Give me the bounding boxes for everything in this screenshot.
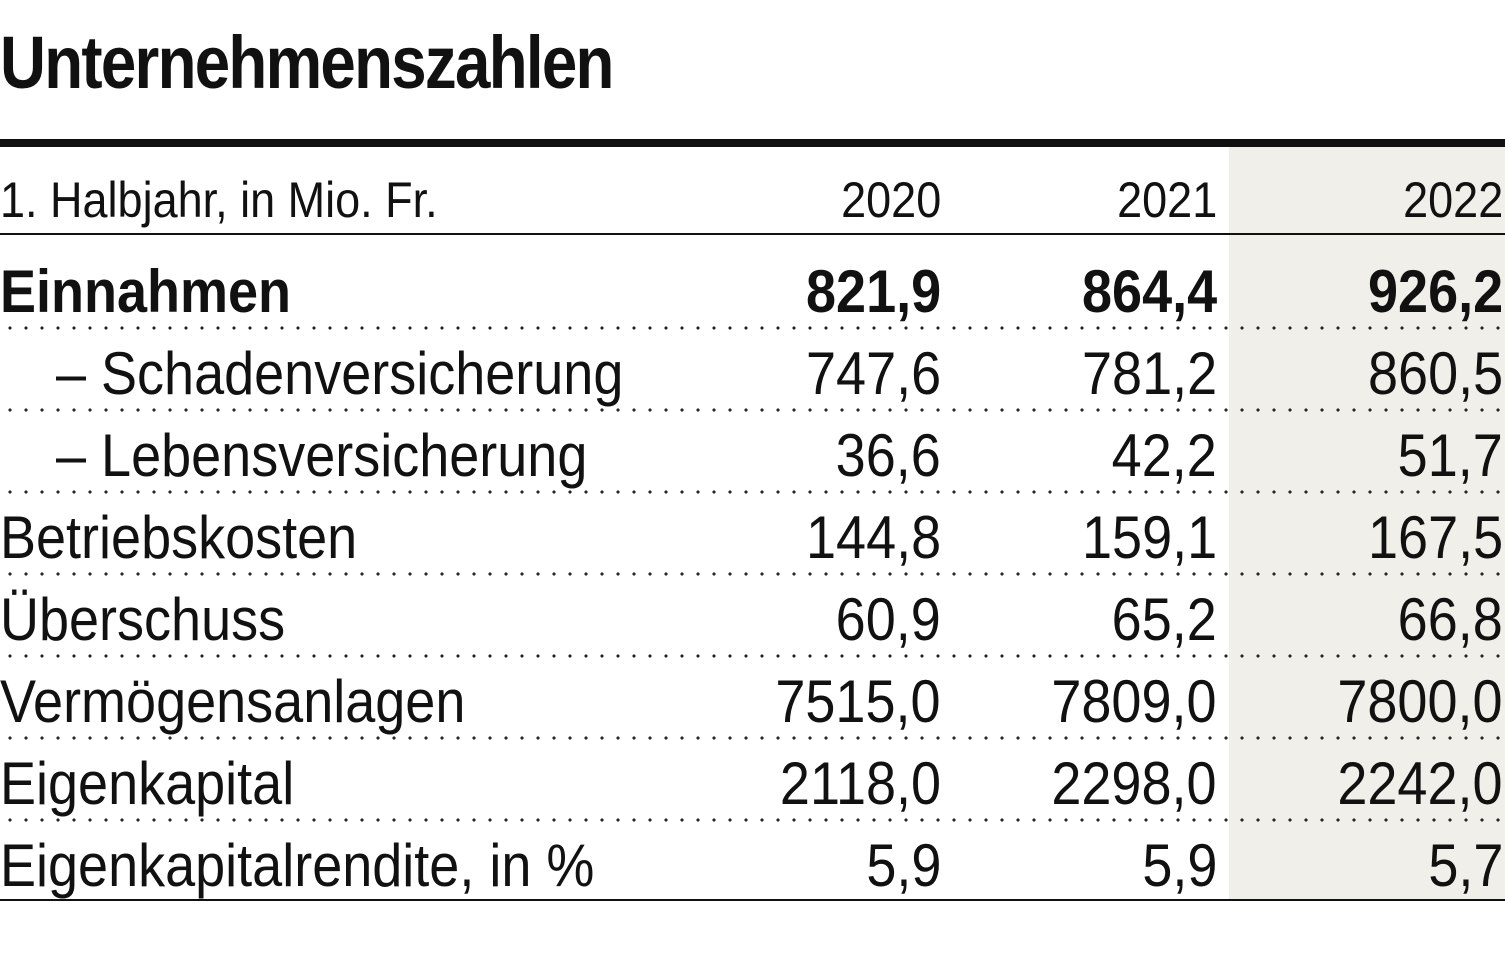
row-separator-dotted [0,326,1505,330]
table-cell-value-2022: 7800,0 [1337,668,1503,735]
bottom-rule [0,899,1505,901]
row-label: Überschuss [0,586,286,653]
row-label: Betriebskosten [0,504,358,571]
row-separator-dotted [0,818,1505,822]
table-cell-value-2022: 2242,0 [1337,750,1503,817]
table-cell-value-2021: 42,2 [1111,422,1217,489]
row-label: – Schadenversicherung [56,340,624,407]
row-label: Einnahmen [0,258,292,325]
table-cell-value-2020: 36,6 [835,422,941,489]
page-title: Unternehmenszahlen [0,21,614,104]
table-cell-value-2020: 144,8 [805,504,941,571]
table-cell-value-2020: 821,9 [805,258,941,325]
table-cell-value-2022: 926,2 [1367,258,1503,325]
header-rule [0,233,1505,235]
table-cell-value-2021: 2298,0 [1051,750,1217,817]
table-cell-value-2020: 60,9 [835,586,941,653]
table-cell-value-2022: 66,8 [1397,586,1503,653]
table-cell-value-2020: 2118,0 [779,750,941,817]
highlighted-column-background [1229,147,1505,901]
row-label: – Lebensversicherung [56,422,588,489]
table-cell-value-2022: 860,5 [1367,340,1503,407]
row-label: Eigenkapital [0,750,295,817]
table-cell-value-2021: 159,1 [1081,504,1217,571]
table-cell-value-2021: 7809,0 [1051,668,1217,735]
table-cell-value-2020: 7515,0 [775,668,941,735]
table-cell-value-2022: 167,5 [1367,504,1503,571]
top-rule [0,139,1505,147]
column-header-2021: 2021 [1116,172,1217,228]
row-separator-dotted [0,408,1505,412]
table-cell-value-2022: 51,7 [1397,422,1503,489]
table-cell-value-2022: 5,7 [1427,832,1503,899]
row-separator-dotted [0,736,1505,740]
table-cell-value-2021: 65,2 [1111,586,1217,653]
row-label: Vermögensanlagen [0,668,466,735]
header-label: 1. Halbjahr, in Mio. Fr. [0,172,438,228]
row-separator-dotted [0,490,1505,494]
row-separator-dotted [0,654,1505,658]
column-header-2020: 2020 [840,172,941,228]
table-cell-value-2020: 747,6 [805,340,941,407]
row-label: Eigenkapitalrendite, in % [0,832,595,899]
column-header-2022: 2022 [1402,172,1503,228]
row-separator-dotted [0,572,1505,576]
table-cell-value-2021: 864,4 [1081,258,1217,325]
table-cell-value-2021: 5,9 [1141,832,1217,899]
table-cell-value-2021: 781,2 [1081,340,1217,407]
table-cell-value-2020: 5,9 [865,832,941,899]
